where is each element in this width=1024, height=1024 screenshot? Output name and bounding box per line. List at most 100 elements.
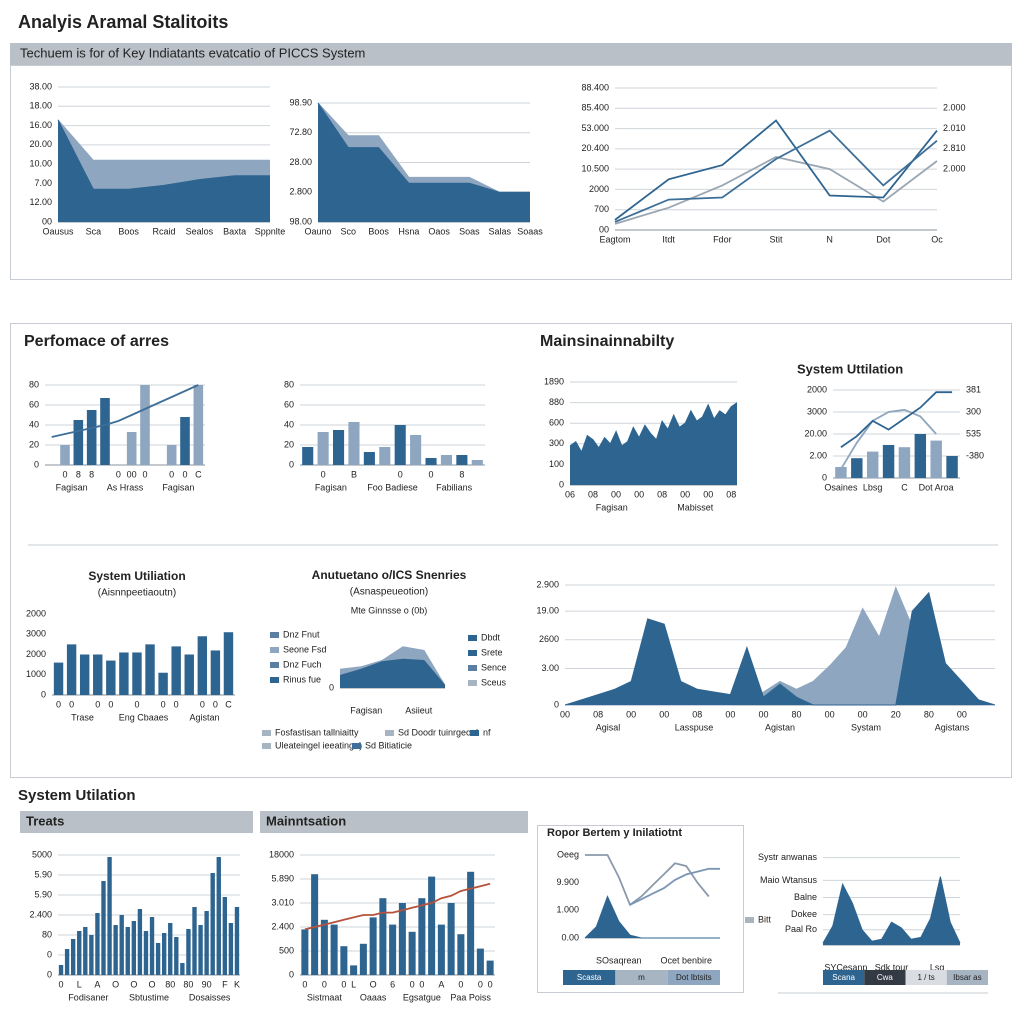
bar: [198, 925, 203, 975]
bar: [89, 935, 94, 975]
x-tick-label: 08: [657, 489, 667, 499]
x-group-label: Mabisset: [677, 502, 714, 512]
bar: [428, 876, 436, 975]
x-group-label: SOsaqrean: [596, 955, 642, 965]
y-tick-label: 2.800: [289, 187, 312, 197]
bar: [456, 455, 468, 465]
bar: [210, 650, 221, 695]
x-tick-label: O: [112, 979, 119, 989]
legend-swatch: [270, 647, 279, 653]
bar: [223, 632, 234, 695]
legend-swatch: [352, 743, 361, 749]
x-tick-label: 00: [703, 489, 713, 499]
bar: [86, 410, 97, 465]
x-tick-label: 00: [626, 709, 636, 719]
bar: [835, 467, 847, 478]
panel-header: [260, 811, 528, 833]
legend-label: Fosfastisan tallniaitty: [275, 727, 359, 737]
x-tick-label: 00: [634, 489, 644, 499]
legend-swatch: [468, 635, 477, 641]
line: [584, 895, 720, 939]
x-group-label: Lasspuse: [675, 722, 714, 732]
legend-label: Srete: [481, 647, 503, 657]
legend-label: Sd Doodr tuinrgeonl: [398, 727, 478, 737]
y-tick-label: 1000: [26, 669, 46, 679]
x-tick-label: 8: [459, 469, 464, 479]
x-tick-label: K: [234, 979, 240, 989]
x-group-label: Paa Poiss: [450, 992, 491, 1002]
bar: [418, 898, 426, 975]
x-group-label: Trase: [71, 712, 94, 722]
bar: [193, 385, 204, 465]
x-group-label: Sistmaat: [307, 992, 343, 1002]
bar: [311, 874, 319, 975]
legend-label: Dnz Fuch: [283, 659, 322, 669]
line: [317, 102, 530, 193]
bar: [216, 857, 221, 975]
bar: [184, 654, 194, 695]
bar: [171, 646, 181, 695]
line: [304, 882, 491, 931]
x-group-label: As Hrass: [107, 482, 144, 492]
bar: [95, 913, 100, 975]
y-tick-label: 00: [599, 224, 609, 234]
legend-swatch: [270, 662, 279, 668]
x-group-label: Foo Badiese: [367, 482, 418, 492]
bar: [332, 430, 345, 465]
footer-segment: [615, 970, 668, 985]
bar: [408, 931, 416, 975]
bar: [476, 948, 484, 975]
y-tick-label: 0.00: [561, 932, 579, 942]
x-tick-label: Hsna: [398, 226, 419, 236]
bar: [66, 644, 77, 695]
y-tick-label: Oeeg: [557, 849, 579, 859]
x-tick-label: 0: [213, 699, 218, 709]
x-tick-label: Osaines: [824, 482, 858, 492]
x-tick-label: 08: [593, 709, 603, 719]
bar: [93, 654, 103, 695]
y-tick-label: 60: [284, 399, 294, 409]
y-tick-label: Paal Ro: [785, 924, 817, 934]
footer-segment: [823, 970, 865, 985]
bar: [210, 873, 215, 975]
bar: [77, 931, 82, 975]
bar: [197, 636, 208, 695]
line: [629, 867, 720, 906]
y-tick-label: Balne: [794, 892, 817, 902]
y-tick-label: 0: [289, 459, 294, 469]
y-tick-label: 1.000: [556, 905, 579, 915]
x-tick-label: Itdt: [662, 234, 675, 244]
y-tick-label: 20.00: [804, 428, 827, 438]
panel-header-text: Treats: [26, 813, 64, 828]
footer-segment-label: Cwa: [877, 973, 894, 982]
x-group-label: Agistan: [189, 712, 219, 722]
x-tick-label: 0: [341, 979, 346, 989]
x-tick-label: 0: [174, 699, 179, 709]
bar: [398, 903, 406, 975]
y-tick-label: 2000: [26, 608, 46, 618]
line: [51, 384, 199, 438]
x-tick-label: 08: [692, 709, 702, 719]
line: [585, 854, 710, 907]
area-fill: [585, 896, 720, 938]
footer-segment: [667, 970, 720, 985]
panel-box: [537, 825, 744, 993]
bar: [866, 451, 879, 478]
bar: [394, 425, 406, 465]
bar: [914, 434, 927, 478]
line: [614, 156, 938, 225]
bar: [100, 398, 110, 465]
bar: [166, 445, 177, 465]
x-group-label: Lsg: [930, 962, 945, 972]
y-tick-label: 0: [329, 682, 334, 692]
footer-segment-label: Scana: [832, 973, 855, 982]
legend-swatch: [468, 680, 477, 686]
y-tick-label: 0: [559, 479, 564, 489]
y-tick-label: 5.90: [34, 889, 52, 899]
line: [840, 408, 937, 470]
x-tick-label: Sco: [341, 226, 357, 236]
bar: [350, 965, 358, 975]
y-tick-label: 9.900: [556, 877, 579, 887]
x-tick-label: 0: [69, 699, 74, 709]
